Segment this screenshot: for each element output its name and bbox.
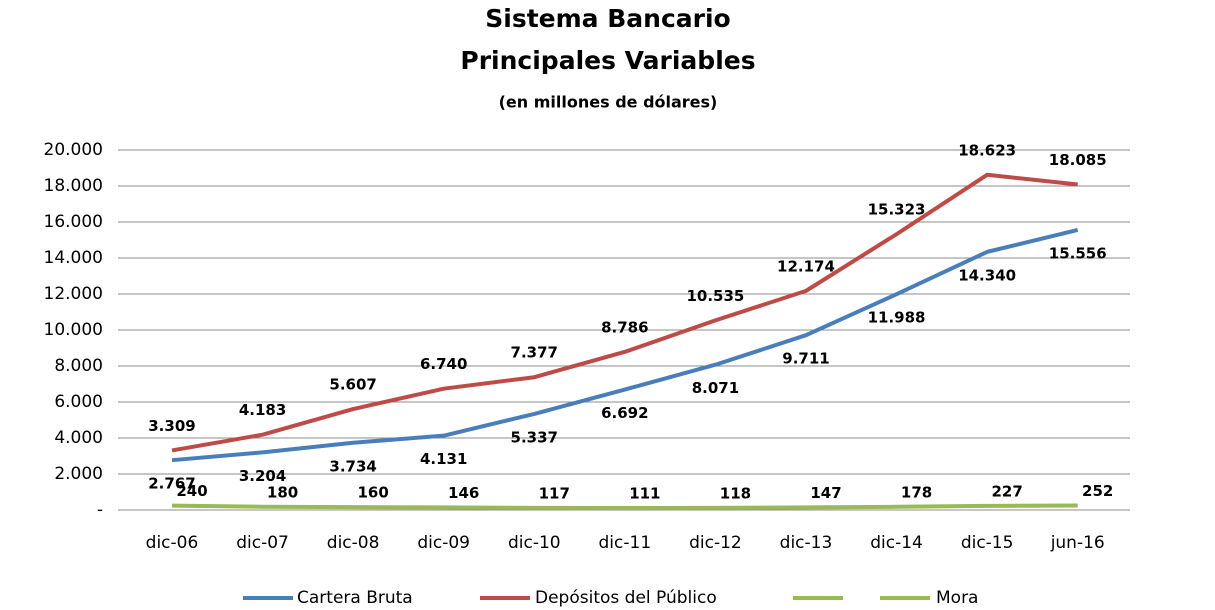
data-label: 117 xyxy=(539,484,570,502)
data-label: 10.535 xyxy=(686,287,744,305)
y-tick-label: 8.000 xyxy=(54,356,103,376)
data-label: 227 xyxy=(991,482,1022,500)
data-label: 3.204 xyxy=(239,467,286,485)
x-tick-label: dic-12 xyxy=(689,533,742,553)
data-label: 12.174 xyxy=(777,257,835,275)
x-tick-label: dic-09 xyxy=(417,533,470,553)
data-label: 3.309 xyxy=(148,417,195,435)
data-label: 147 xyxy=(810,484,841,502)
x-tick-label: dic-06 xyxy=(146,533,199,553)
data-label: 5.337 xyxy=(511,428,558,446)
y-tick-label: 16.000 xyxy=(44,212,103,232)
data-label: 18.085 xyxy=(1049,151,1107,169)
y-tick-label: 14.000 xyxy=(44,248,103,268)
legend-label: Depósitos del Público xyxy=(535,588,717,608)
data-label: 5.607 xyxy=(329,376,376,394)
data-label: 9.711 xyxy=(782,350,829,368)
data-label: 3.734 xyxy=(329,457,376,475)
data-label: 18.623 xyxy=(958,141,1016,159)
data-label: 11.988 xyxy=(868,309,926,327)
data-label: 4.131 xyxy=(420,450,467,468)
x-tick-label: dic-13 xyxy=(780,533,833,553)
data-label: 178 xyxy=(901,483,932,501)
data-label: 8.786 xyxy=(601,318,648,336)
legend-label: Mora xyxy=(936,588,978,608)
y-tick-label: 6.000 xyxy=(54,392,103,412)
y-tick-label: 18.000 xyxy=(44,176,103,196)
y-tick-label: 2.000 xyxy=(54,464,103,484)
x-tick-label: dic-15 xyxy=(961,533,1014,553)
y-tick-label: 12.000 xyxy=(44,284,103,304)
series-line xyxy=(171,172,1078,453)
legend-label: Cartera Bruta xyxy=(297,588,413,608)
x-tick-label: dic-08 xyxy=(327,533,380,553)
data-label: 4.183 xyxy=(239,401,286,419)
x-tick-label: dic-10 xyxy=(508,533,561,553)
data-label: 6.740 xyxy=(420,355,467,373)
data-label: 180 xyxy=(267,483,298,501)
data-label: 15.556 xyxy=(1049,244,1107,262)
x-tick-label: dic-11 xyxy=(599,533,652,553)
x-tick-label: dic-14 xyxy=(870,533,923,553)
chart-title: Sistema Bancario xyxy=(485,4,730,33)
data-label: 146 xyxy=(448,484,479,502)
y-tick-label: 10.000 xyxy=(44,320,103,340)
data-label: 6.692 xyxy=(601,404,648,422)
data-label: 2.767 xyxy=(148,475,195,493)
x-tick-label: jun-16 xyxy=(1050,533,1105,553)
data-label: 111 xyxy=(629,485,660,503)
data-label: 160 xyxy=(357,484,388,502)
series-line xyxy=(171,228,1079,463)
y-tick-label: 4.000 xyxy=(54,428,103,448)
data-label: 118 xyxy=(720,484,751,502)
data-label: 7.377 xyxy=(511,344,558,362)
x-tick-label: dic-07 xyxy=(236,533,289,553)
data-label: 14.340 xyxy=(958,266,1016,284)
series-line xyxy=(171,503,1078,511)
y-tick-label: 20.000 xyxy=(44,140,103,160)
data-label: 15.323 xyxy=(868,201,926,219)
data-label: 252 xyxy=(1082,482,1113,500)
data-label: 8.071 xyxy=(692,379,739,397)
chart-subtitle: (en millones de dólares) xyxy=(499,93,718,112)
y-tick-label: - xyxy=(97,500,103,520)
chart-title: Principales Variables xyxy=(460,46,755,75)
data-label: 240 xyxy=(176,482,207,500)
